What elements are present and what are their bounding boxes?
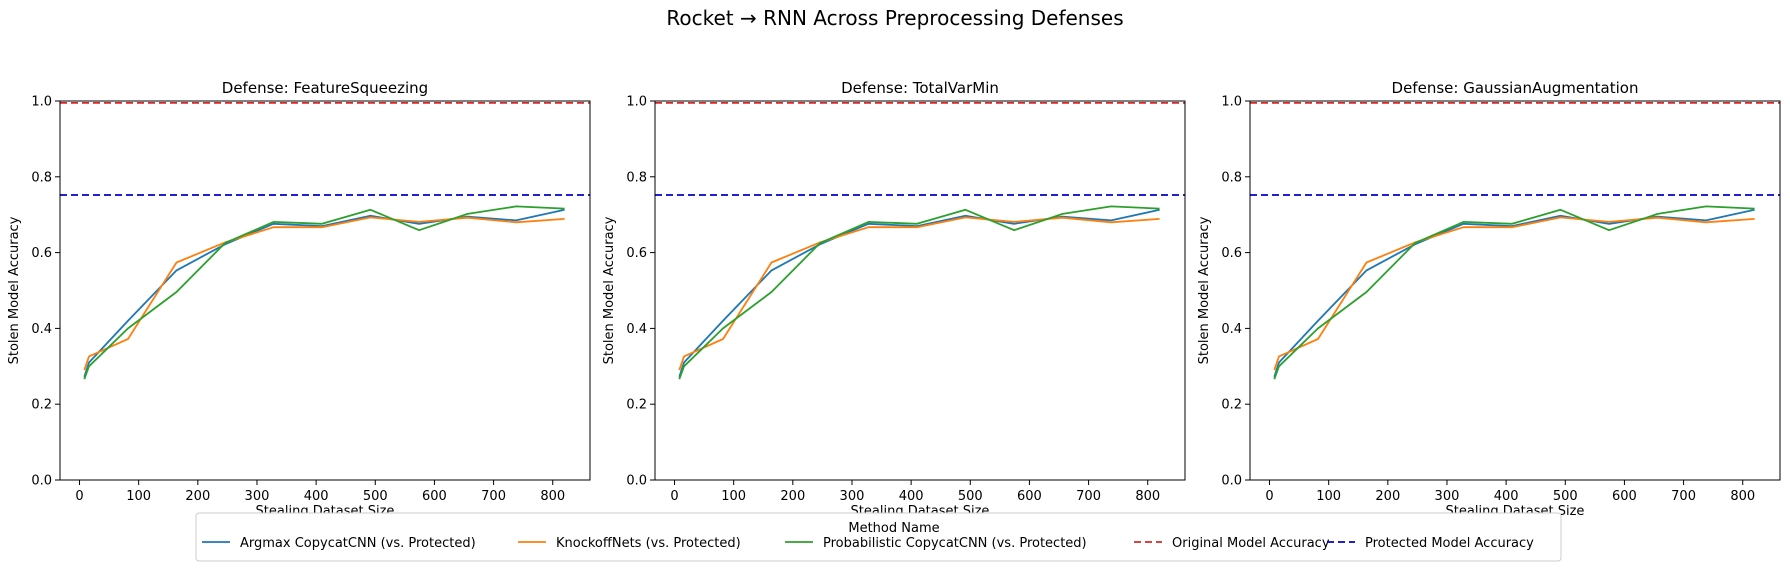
y-tick-label: 0.8 <box>31 170 52 185</box>
y-tick-label: 1.0 <box>626 95 647 110</box>
x-tick-label: 0 <box>1265 489 1273 504</box>
legend-label: Protected Model Accuracy <box>1365 536 1534 551</box>
y-axis-label: Stolen Model Accuracy <box>602 216 617 364</box>
x-tick-label: 700 <box>481 489 506 504</box>
series-line-probabilistic-copycatcnn-vs-protected <box>83 205 565 380</box>
legend-label: KnockoffNets (vs. Protected) <box>556 536 741 551</box>
subplot-title: Defense: FeatureSqueezing <box>222 79 428 97</box>
series-line-knockoffnets-vs-protected <box>678 216 1160 371</box>
y-tick-label: 0.2 <box>1221 398 1242 413</box>
subplot-title: Defense: TotalVarMin <box>841 79 999 97</box>
plot-frame <box>59 100 591 481</box>
x-tick-label: 200 <box>185 489 210 504</box>
legend-frame <box>195 512 1562 562</box>
y-tick-label: 0.4 <box>626 322 647 337</box>
x-tick-label: 0 <box>75 489 83 504</box>
subplot-defense-featuresqueezing: Defense: FeatureSqueezing 0 100 200 300 400 50… <box>7 79 591 519</box>
legend-entry-original-model-accuracy: Original Model Accuracy <box>1134 536 1330 551</box>
x-tick-label: 600 <box>422 489 447 504</box>
subplot-panels: Defense: FeatureSqueezing 0 100 200 300 400 50… <box>7 79 1781 519</box>
series-line-knockoffnets-vs-protected <box>1273 216 1755 371</box>
x-tick-label: 500 <box>1553 489 1578 504</box>
x-tick-label: 0 <box>670 489 678 504</box>
y-tick-label: 0.6 <box>1221 246 1242 261</box>
x-tick-label: 800 <box>540 489 565 504</box>
legend-label: Argmax CopycatCNN (vs. Protected) <box>240 536 476 551</box>
x-tick-label: 600 <box>1017 489 1042 504</box>
x-tick-label: 700 <box>1076 489 1101 504</box>
series-line-argmax-copycatcnn-vs-protected <box>1273 208 1755 378</box>
y-tick-label: 0.0 <box>1221 474 1242 489</box>
legend-label: Original Model Accuracy <box>1172 536 1330 551</box>
x-tick-label: 300 <box>245 489 270 504</box>
series-line-argmax-copycatcnn-vs-protected <box>678 208 1160 378</box>
y-tick-label: 0.8 <box>626 170 647 185</box>
legend: Method Name Argmax CopycatCNN (vs. Prote… <box>195 512 1562 562</box>
y-tick-label: 0.4 <box>1221 322 1242 337</box>
x-tick-label: 700 <box>1671 489 1696 504</box>
legend-entry-probabilistic-copycatcnn-vs-protected: Probabilistic CopycatCNN (vs. Protected) <box>785 536 1087 551</box>
x-tick-label: 200 <box>780 489 805 504</box>
figure-title: Rocket → RNN Across Preprocessing Defens… <box>666 6 1123 30</box>
series-line-argmax-copycatcnn-vs-protected <box>83 208 565 378</box>
legend-entry-knockoffnets-vs-protected: KnockoffNets (vs. Protected) <box>518 536 741 551</box>
x-tick-label: 300 <box>840 489 865 504</box>
y-tick-label: 0.2 <box>626 398 647 413</box>
x-tick-label: 300 <box>1435 489 1460 504</box>
legend-title: Method Name <box>848 521 939 536</box>
x-tick-label: 200 <box>1375 489 1400 504</box>
legend-label: Probabilistic CopycatCNN (vs. Protected) <box>823 536 1087 551</box>
plot-frame <box>1249 100 1781 481</box>
y-tick-label: 0.4 <box>31 322 52 337</box>
series-line-knockoffnets-vs-protected <box>83 216 565 371</box>
x-tick-label: 100 <box>1316 489 1341 504</box>
y-tick-label: 0.6 <box>31 246 52 261</box>
x-tick-label: 100 <box>126 489 151 504</box>
x-tick-label: 100 <box>721 489 746 504</box>
series-line-probabilistic-copycatcnn-vs-protected <box>1273 205 1755 380</box>
x-tick-label: 600 <box>1612 489 1637 504</box>
y-tick-label: 0.0 <box>31 474 52 489</box>
series-line-probabilistic-copycatcnn-vs-protected <box>678 205 1160 380</box>
x-tick-label: 400 <box>304 489 329 504</box>
y-tick-label: 0.8 <box>1221 170 1242 185</box>
y-tick-label: 1.0 <box>1221 95 1242 110</box>
y-axis-label: Stolen Model Accuracy <box>7 216 22 364</box>
y-tick-label: 1.0 <box>31 95 52 110</box>
x-tick-label: 500 <box>363 489 388 504</box>
x-tick-label: 500 <box>958 489 983 504</box>
legend-entry-protected-model-accuracy: Protected Model Accuracy <box>1327 536 1534 551</box>
legend-entry-argmax-copycatcnn-vs-protected: Argmax CopycatCNN (vs. Protected) <box>202 536 476 551</box>
x-tick-label: 400 <box>1494 489 1519 504</box>
y-axis-label: Stolen Model Accuracy <box>1197 216 1212 364</box>
subplot-defense-gaussianaugmentation: Defense: GaussianAugmentation 0 100 200 300 4… <box>1197 79 1781 519</box>
y-tick-label: 0.0 <box>626 474 647 489</box>
subplot-title: Defense: GaussianAugmentation <box>1392 79 1639 97</box>
plot-frame <box>654 100 1186 481</box>
subplot-defense-totalvarmin: Defense: TotalVarMin 0 100 200 300 400 500 600 7… <box>602 79 1186 519</box>
x-tick-label: 800 <box>1135 489 1160 504</box>
y-tick-label: 0.6 <box>626 246 647 261</box>
x-tick-label: 800 <box>1730 489 1755 504</box>
x-tick-label: 400 <box>899 489 924 504</box>
y-tick-label: 0.2 <box>31 398 52 413</box>
